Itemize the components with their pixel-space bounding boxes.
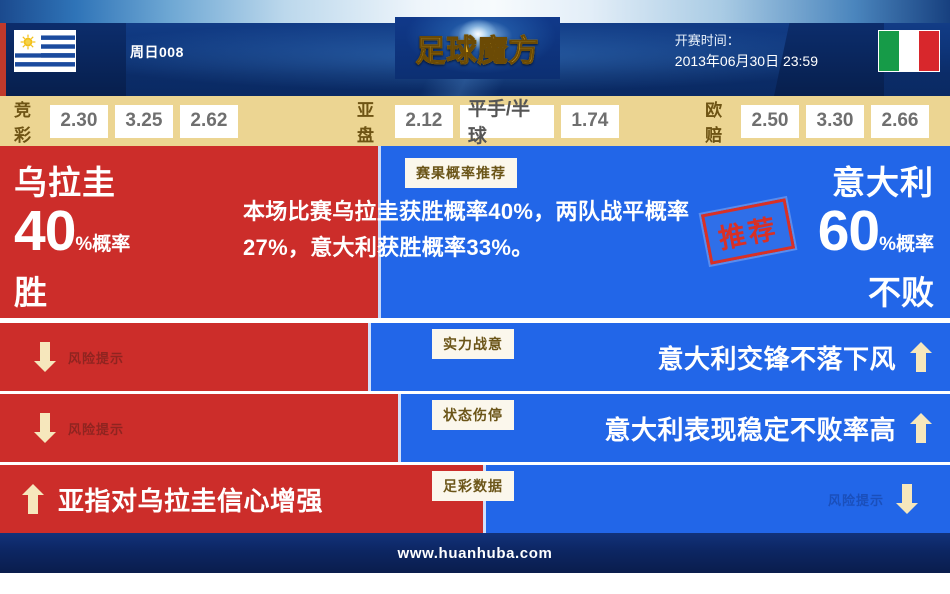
row1-right-label: 意大利交锋不落下风 [657, 343, 896, 374]
row2-red-panel [0, 394, 398, 462]
home-probability-number: 40 [14, 199, 76, 263]
odds-label-euro: 欧赔 [705, 101, 724, 145]
row2-left-risk-label: 风险提示 [68, 421, 125, 437]
arrow-up-icon [910, 342, 932, 372]
match-number: 周日008 [130, 44, 184, 60]
logo-starburst-icon [459, 19, 497, 49]
probability-home-panel [0, 146, 378, 318]
kickoff-value: 2013年06月30日 23:59 [674, 53, 818, 69]
odds-asian-away[interactable]: 1.74 [560, 104, 619, 138]
away-team-name: 意大利 [832, 164, 934, 201]
logo-text: 足球魔方 [415, 26, 540, 70]
uruguay-flag [14, 30, 76, 72]
row3-category-badge: 足彩数据 [432, 471, 514, 501]
row1-left-risk-label: 风险提示 [68, 350, 125, 366]
arrow-down-icon [34, 413, 56, 443]
row1-category-badge: 实力战意 [432, 329, 514, 359]
header-red-accent [0, 23, 6, 96]
probability-section-badge: 赛果概率推荐 [405, 158, 517, 188]
odds-euro-home[interactable]: 2.50 [741, 104, 800, 138]
home-probability-value: 40%概率 [14, 202, 130, 274]
row3-right-risk: 风险提示 [828, 465, 930, 533]
odds-label-jingcai: 竞彩 [14, 101, 32, 145]
arrow-up-icon [910, 413, 932, 443]
odds-asian-home[interactable]: 2.12 [394, 104, 453, 138]
kickoff-label: 开赛时间： [674, 33, 740, 48]
odds-group-jingcai: 竞彩 2.30 3.25 2.62 [14, 96, 245, 146]
row2-right-text: 意大利表现稳定不败率高 [604, 394, 932, 462]
row1-left-risk: 风险提示 [22, 323, 124, 391]
away-probability-result: 不败 [868, 274, 934, 311]
footer-url[interactable]: www.huanhuba.com [397, 544, 553, 562]
row2-divider [398, 394, 401, 462]
odds-asian-handicap[interactable]: 平手/半球 [459, 99, 554, 147]
row2-right-label: 意大利表现稳定不败率高 [604, 414, 896, 445]
home-team-name: 乌拉圭 [14, 164, 116, 201]
probability-summary-text: 本场比赛乌拉圭获胜概率40%，两队战平概率27%，意大利获胜概率33%。 [243, 199, 690, 260]
row3-left-label: 亚指对乌拉圭信心增强 [58, 485, 324, 516]
arrow-down-icon [896, 484, 918, 514]
odds-bar: 竞彩 2.30 3.25 2.62 亚盘 2.12 平手/半球 1.74 欧赔 … [0, 96, 950, 147]
italy-flag [878, 30, 940, 72]
odds-jingcai-draw[interactable]: 3.25 [114, 104, 173, 138]
arrow-down-icon [34, 342, 56, 372]
top-gradient-strip [0, 0, 950, 23]
away-probability-unit: %概率 [879, 234, 934, 255]
kickoff-time: 开赛时间： 2013年06月30日 23:59 [675, 31, 818, 71]
footer-bar: www.huanhuba.com [0, 533, 950, 573]
odds-euro-draw[interactable]: 3.30 [806, 104, 865, 138]
odds-jingcai-away[interactable]: 2.62 [179, 104, 238, 138]
arrow-up-icon [22, 484, 44, 514]
home-probability-result: 胜 [14, 274, 47, 311]
odds-euro-away[interactable]: 2.66 [871, 104, 930, 138]
row3-right-risk-label: 风险提示 [827, 492, 884, 508]
row3-left-text: 亚指对乌拉圭信心增强 [22, 465, 323, 533]
probability-divider [378, 146, 381, 318]
odds-group-euro: 欧赔 2.50 3.30 2.66 [705, 96, 936, 146]
site-logo[interactable]: 足球魔方 [395, 17, 560, 79]
home-probability-block: 乌拉圭 40%概率 胜 [14, 164, 130, 312]
odds-group-asian: 亚盘 2.12 平手/半球 1.74 [357, 96, 626, 147]
row1-right-text: 意大利交锋不落下风 [657, 323, 932, 391]
footer-whitespace [0, 573, 950, 594]
home-probability-unit: %概率 [75, 234, 131, 255]
row2-category-badge: 状态伤停 [432, 400, 514, 430]
odds-label-asian: 亚盘 [357, 101, 375, 145]
row2-left-risk: 风险提示 [22, 394, 124, 462]
away-probability-value: 60%概率 [818, 202, 934, 274]
away-probability-number: 60 [817, 199, 880, 263]
row3-red-panel [0, 465, 483, 533]
row1-red-panel [0, 323, 368, 391]
away-probability-block: 意大利 60%概率 不败 [818, 164, 934, 312]
header-right-panel [774, 23, 884, 96]
row1-divider [368, 323, 371, 391]
odds-jingcai-home[interactable]: 2.30 [49, 104, 108, 138]
